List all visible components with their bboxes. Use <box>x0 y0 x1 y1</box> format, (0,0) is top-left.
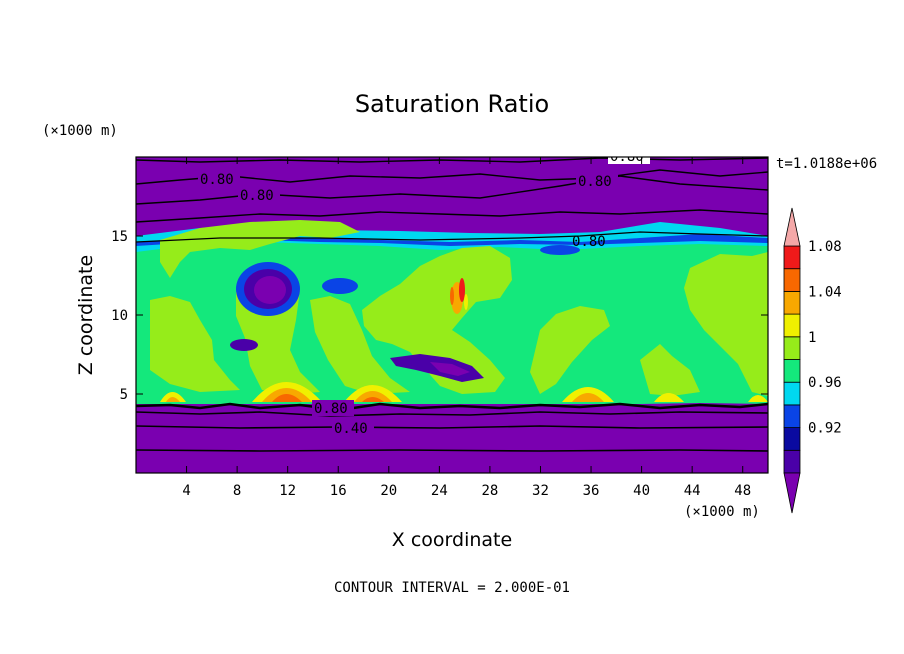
x-axis-ticks: 4 8 12 16 20 24 28 32 36 40 44 48 <box>182 157 751 499</box>
contour-label-text: 0.80 <box>200 172 234 188</box>
colorbar-lower-arrow <box>783 472 801 514</box>
contour-label-text: 0.80 <box>578 174 612 190</box>
colorbar-upper-arrow <box>783 207 801 247</box>
x-unit-label: (×1000 m) <box>684 504 760 520</box>
time-label: t=1.0188e+06 <box>776 156 877 172</box>
contour-label-1: 0.80 <box>198 170 240 188</box>
y-unit-label: (×1000 m) <box>42 123 118 139</box>
chart-title: Saturation Ratio <box>355 90 549 118</box>
green-region-cell-a <box>150 296 240 392</box>
colorbar-bin <box>783 381 801 406</box>
dome-6km-yellow <box>160 392 186 402</box>
x-tick-label: 16 <box>330 483 347 499</box>
contour-label-3: 0.80 <box>576 172 618 190</box>
contour-upper-c <box>136 209 768 223</box>
dry-pocket-small-a <box>230 339 258 351</box>
colorbar-tick-label: 0.92 <box>808 421 842 437</box>
plot-field: 0.80 0.80 0.80 0.80 0.80 0.80 0.40 <box>136 149 768 473</box>
contour-moist-top <box>136 231 768 243</box>
colorbar: 0.92 0.96 1 1.04 1.08 <box>783 207 842 514</box>
contour-label-5: 0.80 <box>572 234 606 250</box>
contour-label-2: 0.80 <box>238 186 280 204</box>
colorbar-bin <box>783 268 801 292</box>
y-axis-ticks: 5 10 15 <box>111 229 768 403</box>
dome-6km-orange <box>166 397 180 402</box>
dome-18km-red <box>362 397 384 402</box>
dome-35km-orange <box>572 393 604 402</box>
green-region-right-c <box>684 252 768 396</box>
x-tick-label: 8 <box>233 483 241 499</box>
dry-pocket-small-c <box>540 245 580 255</box>
x-tick-label: 28 <box>481 483 498 499</box>
x-axis-label: X coordinate <box>392 529 512 551</box>
y-tick-label: 15 <box>111 229 128 245</box>
green-region-left <box>160 220 360 278</box>
colorbar-bin <box>783 313 801 338</box>
colorbar-bin <box>783 359 801 383</box>
colorbar-bin <box>783 427 801 451</box>
contour-label-text: 0.80 <box>314 401 348 417</box>
contour-label-6: 0.80 <box>312 400 354 417</box>
x-tick-label: 20 <box>380 483 397 499</box>
green-region-cell-c <box>310 296 410 394</box>
colorbar-bin <box>783 290 801 315</box>
contour-lower-a <box>136 411 768 417</box>
contour-label-text: 0.80 <box>240 188 274 204</box>
colorbar-bin <box>783 449 801 474</box>
contour-lower-b <box>136 425 768 429</box>
y-tick-label: 5 <box>120 387 128 403</box>
x-tick-label: 48 <box>734 483 751 499</box>
dome-12km-red <box>272 394 302 402</box>
green-region-right-a <box>530 306 610 394</box>
contour-label-4: 0.80 <box>608 149 650 165</box>
contour-upper-d <box>136 157 768 163</box>
colorbar-tick-label: 1 <box>808 330 816 346</box>
y-tick-label: 10 <box>111 308 128 324</box>
green-region-right-b <box>640 344 700 396</box>
cloud-base-contour <box>136 402 768 412</box>
dry-pocket-left-inner <box>254 276 286 304</box>
colorbar-tick-label: 1.04 <box>808 284 842 300</box>
colorbar-bin <box>783 336 801 360</box>
contour-upper-b <box>136 175 768 205</box>
contour-label-text: 0.40 <box>334 421 368 437</box>
contour-label-7: 0.40 <box>332 420 374 437</box>
x-tick-label: 44 <box>684 483 701 499</box>
contour-lower-c <box>136 449 768 452</box>
x-tick-label: 24 <box>431 483 448 499</box>
colorbar-tick-label: 0.96 <box>808 375 842 391</box>
contour-label-text: 0.80 <box>572 234 606 250</box>
colorbar-tick-label: 1.08 <box>808 239 842 255</box>
dry-tongue-middle-core <box>430 362 470 376</box>
colorbar-bin <box>783 245 801 270</box>
dome-18km-orange <box>354 391 392 402</box>
contour-label-text: 0.80 <box>610 149 644 165</box>
contour-interval-label: CONTOUR INTERVAL = 2.000E-01 <box>334 580 570 596</box>
dome-41km-yellow <box>654 393 684 402</box>
speckle-cluster <box>450 278 468 314</box>
upper-blue-band <box>136 234 768 246</box>
y-axis-label: Z coordinate <box>75 255 97 375</box>
x-tick-label: 36 <box>583 483 600 499</box>
green-region-center <box>362 246 512 394</box>
x-tick-label: 40 <box>633 483 650 499</box>
dome-48km-yellow <box>748 395 768 402</box>
colorbar-bin <box>783 404 801 428</box>
dry-pocket-small-b <box>322 278 358 294</box>
x-tick-label: 32 <box>532 483 549 499</box>
x-tick-label: 4 <box>182 483 190 499</box>
x-tick-label: 12 <box>279 483 296 499</box>
